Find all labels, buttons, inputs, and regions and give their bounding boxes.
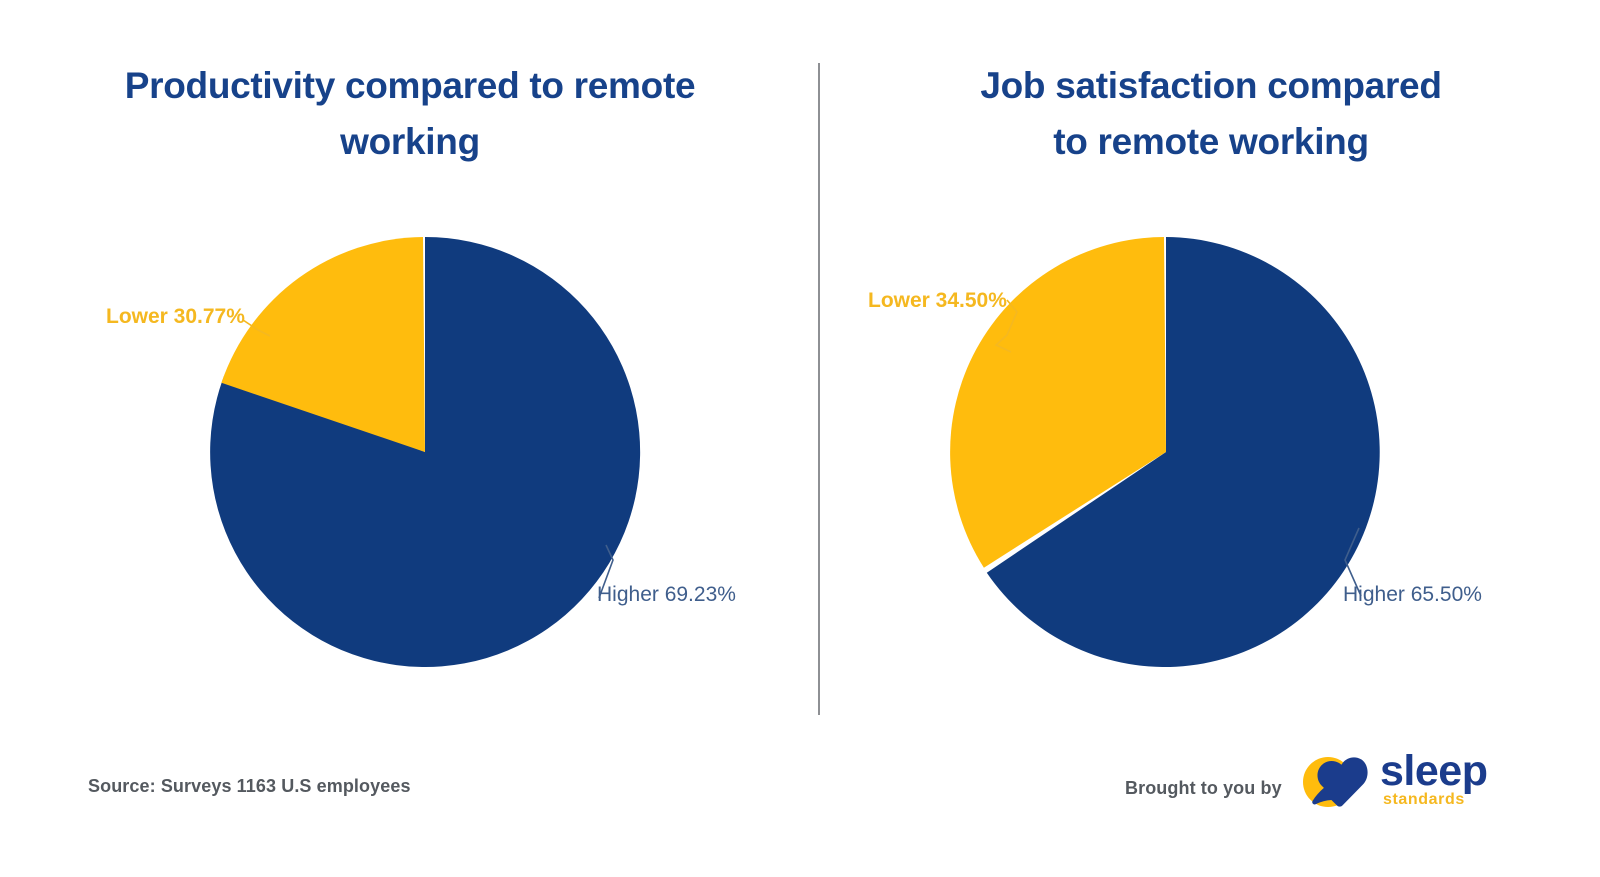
chart-panel-productivity: Productivity compared to remote working … [0, 0, 819, 730]
pie-slice-higher [210, 236, 641, 668]
slice-label-higher-job-satisfaction: Higher 65.50% [1343, 583, 1482, 606]
heart-moon-svg [1303, 757, 1368, 807]
sleep-standards-logo[interactable]: sleep standards [1300, 745, 1500, 840]
slice-label-lower-job-satisfaction: Lower 34.50% [868, 289, 1007, 312]
logo-primary-text: sleep [1380, 747, 1488, 795]
source-note: Source: Surveys 1163 U.S employees [88, 776, 411, 796]
pie-slice-lower [221, 237, 425, 452]
pie-slice-higher [986, 237, 1380, 667]
slice-label-lower-productivity: Lower 30.77% [106, 305, 245, 328]
chart-panel-job-satisfaction: Job satisfaction compared to remote work… [821, 0, 1600, 730]
panel-divider [818, 63, 820, 715]
heart-shape [1312, 757, 1368, 807]
pie-chart-productivity [195, 222, 655, 682]
footer: Source: Surveys 1163 U.S employees Broug… [0, 745, 1600, 877]
pie-svg-productivity [210, 236, 641, 668]
page-title-productivity: Productivity compared to remote working [124, 65, 696, 163]
logo-wordmark: sleep standards [1380, 750, 1500, 820]
logo-secondary-text: standards [1383, 791, 1465, 808]
slice-label-higher-productivity: Higher 69.23% [597, 583, 736, 606]
page-title-job-satisfaction: Job satisfaction compared to remote work… [980, 65, 1442, 163]
brought-to-you-by-label: Brought to you by [1125, 778, 1282, 798]
heart-moon-icon [1300, 749, 1378, 821]
